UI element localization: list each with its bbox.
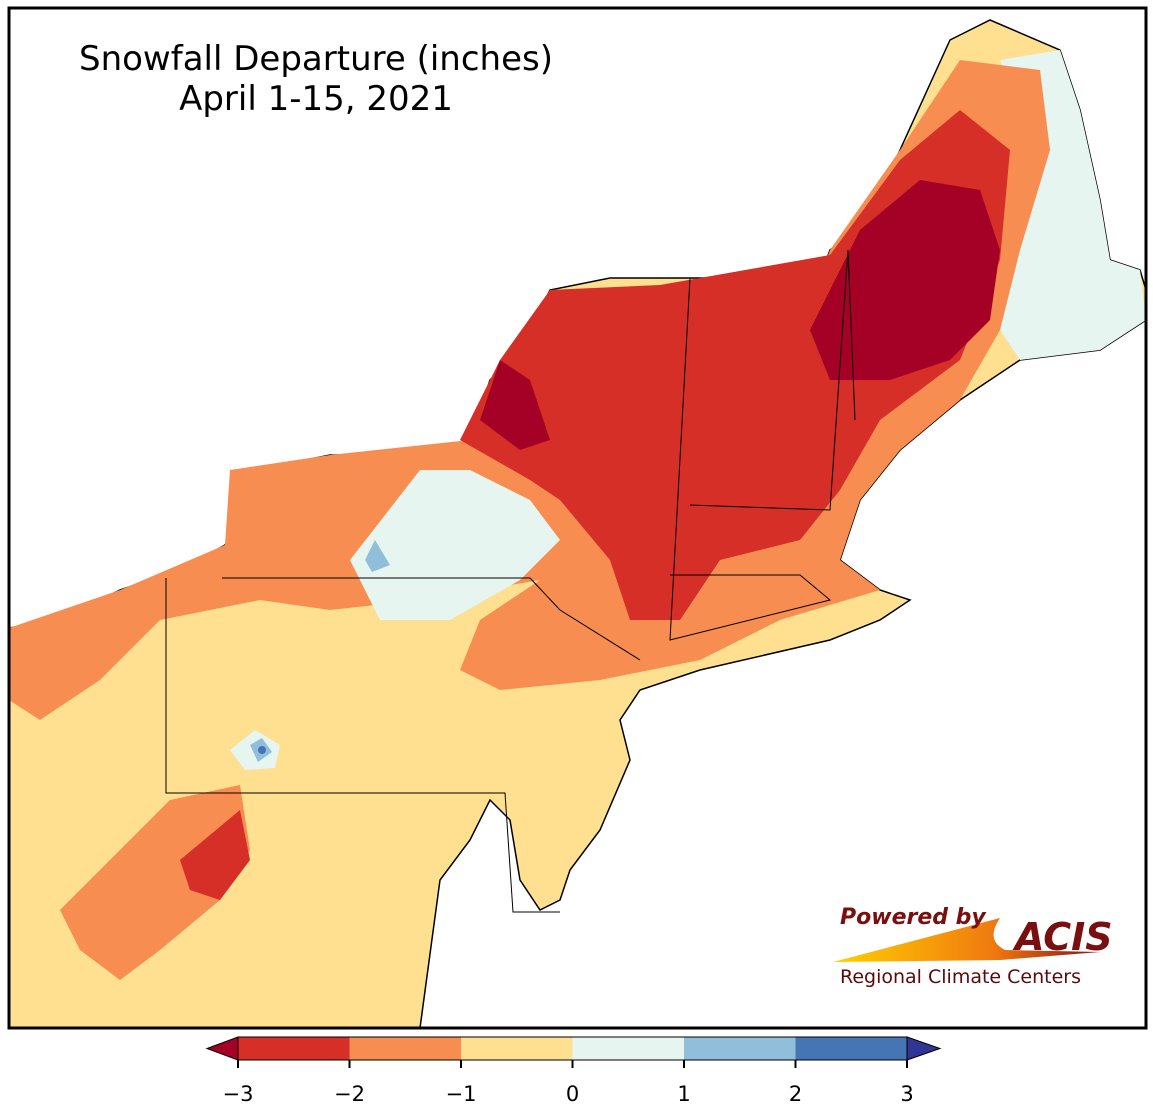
logo-powered: Powered by [840,905,987,930]
colorbar-bin [795,1037,907,1060]
state-border [689,249,856,511]
zone [810,180,1000,380]
subtitle: April 1-15, 2021 [179,79,453,119]
colorbar-tick-label: 2 [789,1082,802,1106]
colorbar-bin [238,1037,350,1060]
logo-org: Regional Climate Centers [840,966,1081,988]
state-border [165,578,560,913]
logo-name: ACIS [1012,915,1113,959]
zone [60,785,250,980]
zone [180,810,250,900]
map [9,8,1146,1028]
colorbar-bin [461,1037,573,1060]
colorbar-tick-label: 0 [566,1082,579,1106]
zone [365,540,390,572]
zone [258,746,266,754]
colorbar-tick-label: −1 [446,1082,477,1106]
logo: Powered by ACIS Regional Climate Centers [833,905,1113,988]
colorbar-under [205,1036,239,1061]
colorbar-bin [349,1037,461,1060]
colorbar: −3 −2 −1 0 1 2 3 [205,1036,942,1106]
colorbar-tick-label: −2 [334,1082,365,1106]
colorbar-tick-label: 1 [677,1082,690,1106]
zone [480,360,550,450]
frame [7,6,1148,1030]
colorbar-bin [572,1037,684,1060]
state-border [222,577,641,661]
colorbar-over [906,1036,942,1061]
title: Snowfall Departure (inches) [79,39,553,79]
zone [350,470,560,620]
colorbar-tick-label: −3 [223,1082,254,1106]
colorbar-bin [684,1037,796,1060]
logo-swoosh [833,918,1100,962]
state-border [669,277,832,641]
colorbar-tick-label: 3 [900,1082,913,1106]
